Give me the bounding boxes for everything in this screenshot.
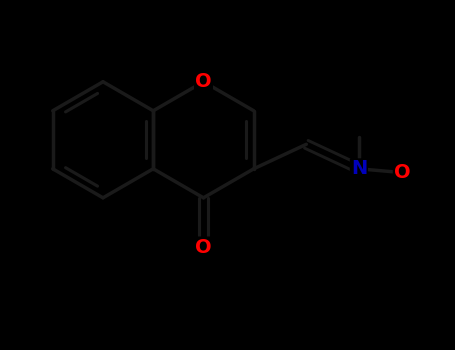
Text: N: N: [351, 159, 367, 178]
Text: O: O: [195, 238, 212, 257]
Text: O: O: [394, 163, 410, 182]
Text: O: O: [195, 72, 212, 91]
